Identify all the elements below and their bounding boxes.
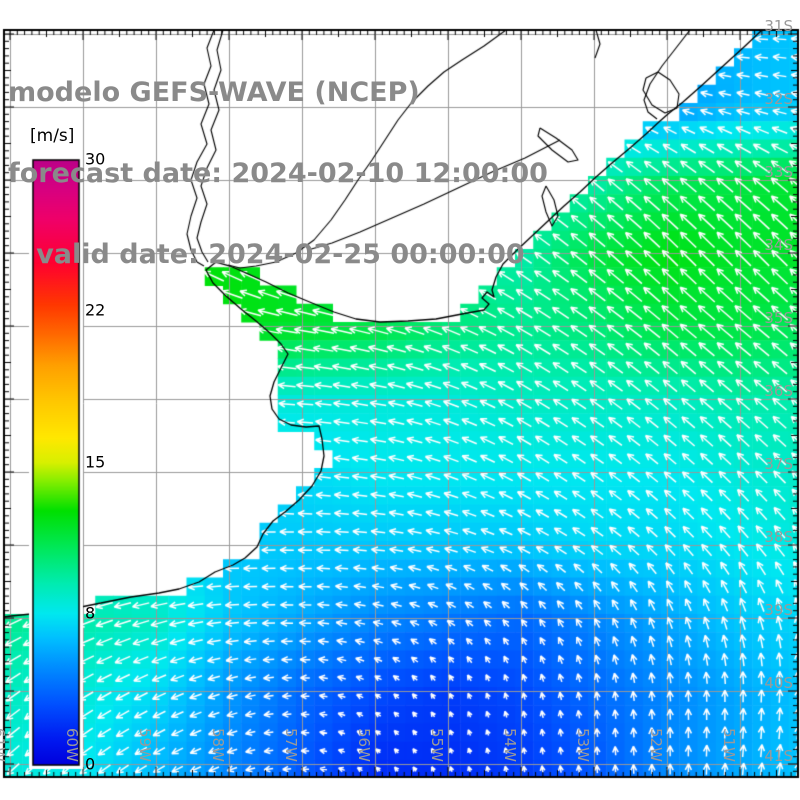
- lat-label: 41S: [764, 747, 793, 765]
- lat-label: 37S: [764, 455, 793, 473]
- title-block: modelo GEFS-WAVE (NCEP) forecast date: 2…: [8, 25, 548, 322]
- lon-label: 54W: [501, 728, 519, 762]
- lon-label: 51W: [720, 728, 738, 762]
- forecast-date: forecast date: 2024-02-10 12:00:00: [8, 158, 548, 189]
- lat-label: 33S: [764, 163, 793, 181]
- colorbar-tick-label: 0: [85, 754, 96, 774]
- lon-label: 57W: [282, 728, 300, 762]
- lon-label: 61W: [0, 728, 8, 762]
- colorbar-tick-label: 8: [85, 603, 96, 623]
- lon-label: 55W: [428, 728, 446, 762]
- lon-label: 60W: [63, 728, 81, 762]
- lat-label: 31S: [764, 17, 793, 35]
- colorbar-unit-label: [m/s]: [30, 126, 75, 146]
- colorbar-tick-label: 30: [85, 149, 106, 169]
- lat-label: 32S: [764, 90, 793, 108]
- lat-label: 40S: [764, 674, 793, 692]
- lat-label: 36S: [764, 382, 793, 400]
- lon-label: 52W: [647, 728, 665, 762]
- model-title: modelo GEFS-WAVE (NCEP): [8, 77, 420, 108]
- lat-label: 35S: [764, 309, 793, 327]
- colorbar-tick-label: 15: [85, 452, 106, 472]
- lon-label: 59W: [136, 728, 154, 762]
- lat-label: 39S: [764, 601, 793, 619]
- lat-label: 38S: [764, 528, 793, 546]
- colorbar-tick-label: 22: [85, 300, 106, 320]
- lat-label: 34S: [764, 236, 793, 254]
- lon-label: 56W: [355, 728, 373, 762]
- lon-label: 53W: [574, 728, 592, 762]
- lon-label: 58W: [209, 728, 227, 762]
- valid-date: valid date: 2024-02-25 00:00:00: [8, 239, 525, 270]
